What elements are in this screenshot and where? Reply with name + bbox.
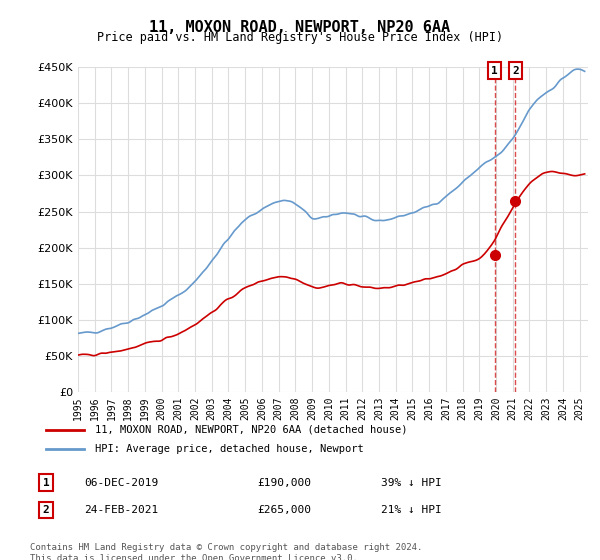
Text: 1: 1 <box>491 66 498 76</box>
Text: Price paid vs. HM Land Registry's House Price Index (HPI): Price paid vs. HM Land Registry's House … <box>97 31 503 44</box>
Text: HPI: Average price, detached house, Newport: HPI: Average price, detached house, Newp… <box>95 445 364 455</box>
Text: 11, MOXON ROAD, NEWPORT, NP20 6AA (detached house): 11, MOXON ROAD, NEWPORT, NP20 6AA (detac… <box>95 424 407 435</box>
Text: 11, MOXON ROAD, NEWPORT, NP20 6AA: 11, MOXON ROAD, NEWPORT, NP20 6AA <box>149 20 451 35</box>
Text: £265,000: £265,000 <box>257 505 311 515</box>
Text: 06-DEC-2019: 06-DEC-2019 <box>84 478 158 488</box>
Text: 24-FEB-2021: 24-FEB-2021 <box>84 505 158 515</box>
Text: £190,000: £190,000 <box>257 478 311 488</box>
Text: Contains HM Land Registry data © Crown copyright and database right 2024.
This d: Contains HM Land Registry data © Crown c… <box>30 543 422 560</box>
Text: 21% ↓ HPI: 21% ↓ HPI <box>381 505 442 515</box>
Text: 2: 2 <box>512 66 518 76</box>
Text: 39% ↓ HPI: 39% ↓ HPI <box>381 478 442 488</box>
Text: 2: 2 <box>43 505 50 515</box>
Text: 1: 1 <box>43 478 50 488</box>
